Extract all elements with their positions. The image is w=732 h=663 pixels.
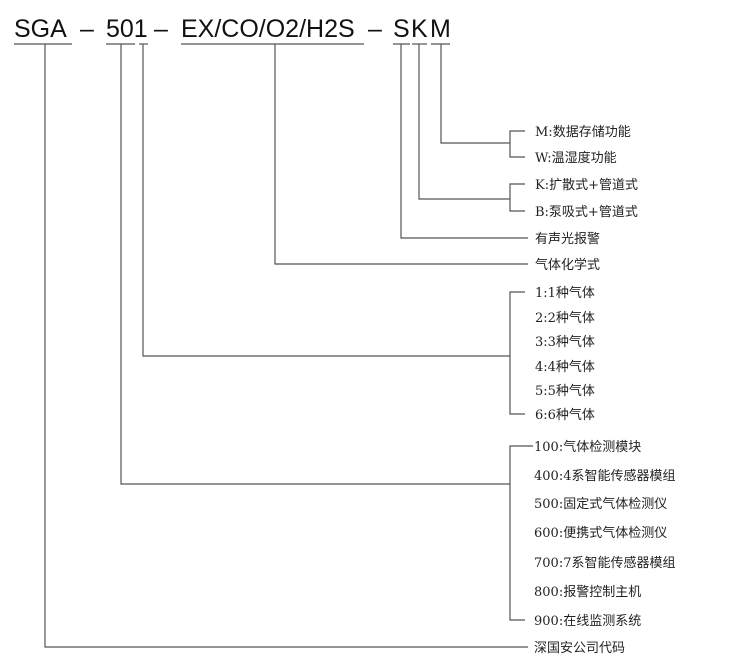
option-label: 500:固定式气体检测仪 [534,496,667,512]
code-dash: – [80,15,94,43]
option-label: M:数据存储功能 [535,125,631,140]
option-label: 3:3种气体 [535,334,595,350]
option-label: 4:4种气体 [535,359,595,375]
code-model: 501 [106,15,148,43]
option-label: 600:便携式气体检测仪 [534,525,667,541]
gas-count-options: 1:1种气体 2:2种气体 3:3种气体 4:4种气体 5:5种气体 6:6种气… [535,285,595,423]
option-label: 900:在线监测系统 [534,614,641,629]
option-label: 100:气体检测模块 [534,439,641,455]
option-label: 700:7系智能传感器模组 [534,555,675,571]
code-function: M [430,15,451,43]
option-label: W:温湿度功能 [535,150,617,166]
series-options: 100:气体检测模块 400:4系智能传感器模组 500:固定式气体检测仪 60… [534,439,675,629]
connector-lines [44,44,533,648]
option-label: 2:2种气体 [535,310,595,326]
option-label: 1:1种气体 [535,285,595,301]
function-options: M:数据存储功能 W:温湿度功能 [535,125,631,166]
code-prefix: SGA [14,15,67,43]
code-dash: – [368,15,382,43]
option-label: K:扩散式+管道式 [535,178,638,193]
code-gases: EX/CO/O2/H2S [181,15,355,43]
option-label: 6:6种气体 [535,407,595,423]
code-dash: – [154,15,168,43]
alarm-label: 有声光报警 [535,231,600,247]
option-label: 400:4系智能传感器模组 [534,468,675,484]
company-label: 深国安公司代码 [534,641,625,656]
gas-label: 气体化学式 [535,257,600,273]
code-sampling: K [411,15,428,43]
option-label: 5:5种气体 [535,383,595,399]
option-label: 800:报警控制主机 [534,584,641,600]
code-alarm: S [393,15,410,43]
option-label: B:泵吸式+管道式 [535,205,638,220]
sampling-options: K:扩散式+管道式 B:泵吸式+管道式 [535,178,638,220]
